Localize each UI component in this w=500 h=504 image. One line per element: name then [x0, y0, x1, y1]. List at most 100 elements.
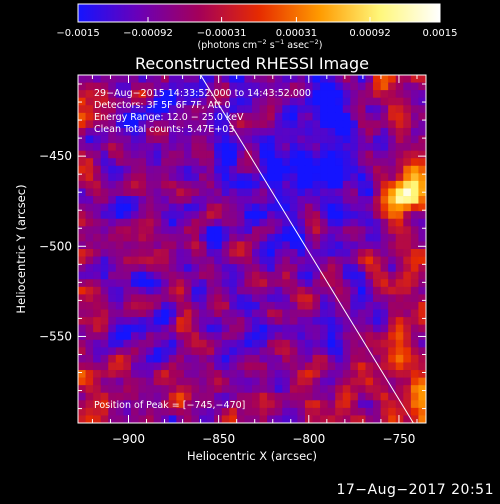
heatmap-cell [221, 301, 230, 310]
heatmap-cell [176, 135, 185, 144]
heatmap-cell [153, 127, 162, 136]
heatmap-cell [221, 180, 230, 189]
heatmap-cell [78, 196, 86, 204]
heatmap-cell [320, 400, 328, 409]
heatmap-cell [395, 203, 404, 212]
heatmap-cell [373, 143, 381, 151]
heatmap-cell [320, 173, 328, 182]
heatmap-cell [297, 211, 306, 220]
heatmap-cell [138, 256, 147, 265]
heatmap-cell [252, 256, 260, 265]
heatmap-cell [108, 226, 117, 235]
heatmap-cell [123, 173, 132, 182]
heatmap-cell [380, 354, 389, 363]
heatmap-cell [410, 385, 419, 394]
heatmap-cell [274, 392, 283, 401]
heatmap-cell [365, 150, 374, 159]
heatmap-cell [304, 203, 313, 212]
heatmap-cell [183, 112, 192, 121]
heatmap-cell [380, 211, 389, 220]
heatmap-cell [297, 294, 306, 303]
heatmap-cell [176, 332, 185, 341]
heatmap-cell [312, 294, 321, 303]
heatmap-cell [236, 218, 245, 227]
heatmap-cell [115, 135, 124, 144]
heatmap-cell [365, 120, 374, 129]
heatmap-cell [78, 173, 86, 182]
heatmap-cell [153, 218, 162, 227]
heatmap-cell [304, 264, 313, 272]
heatmap-cell [138, 264, 147, 272]
heatmap-cell [115, 264, 124, 272]
heatmap-cell [176, 82, 185, 91]
heatmap-cell [267, 286, 275, 295]
heatmap-cell [395, 112, 404, 121]
heatmap-cell [365, 362, 374, 371]
heatmap-cell [244, 347, 253, 356]
heatmap-cell [108, 294, 117, 303]
heatmap-cell [252, 317, 260, 325]
heatmap-cell [85, 362, 94, 371]
y-tick-label: −550 [39, 329, 72, 343]
heatmap-cell [214, 226, 223, 235]
heatmap-cell [403, 143, 412, 151]
heatmap-cell [176, 97, 185, 106]
heatmap-cell [335, 203, 344, 212]
heatmap-cell [199, 256, 207, 265]
y-axis-label: Heliocentric Y (arcsec) [14, 184, 28, 313]
heatmap-cell [380, 339, 389, 348]
heatmap-cell [146, 211, 154, 220]
heatmap-cell [244, 249, 253, 257]
heatmap-cell [123, 105, 132, 114]
heatmap-cell [282, 370, 291, 378]
heatmap-cell [130, 279, 139, 288]
heatmap-cell [365, 377, 374, 386]
heatmap-cell [312, 135, 321, 144]
heatmap-cell [327, 112, 336, 121]
heatmap-cell [214, 233, 223, 242]
heatmap-cell [130, 226, 139, 235]
heatmap-cell [199, 385, 207, 394]
heatmap-cell [304, 347, 313, 356]
heatmap-cell [373, 264, 381, 272]
heatmap-cell [312, 75, 321, 83]
heatmap-cell [327, 75, 336, 83]
heatmap-cell [146, 317, 154, 325]
heatmap-cell [115, 400, 124, 409]
heatmap-cell [252, 400, 260, 409]
heatmap-cell [335, 370, 344, 378]
heatmap-cell [388, 317, 397, 325]
heatmap-cell [206, 180, 215, 189]
heatmap-cell [138, 233, 147, 242]
heatmap-cell [115, 165, 124, 174]
heatmap-cell [304, 120, 313, 129]
heatmap-cell [115, 347, 124, 356]
heatmap-cell [85, 158, 94, 167]
heatmap-cell [373, 392, 381, 401]
heatmap-cell [153, 196, 162, 204]
heatmap-cell [418, 392, 426, 401]
heatmap-cell [153, 188, 162, 197]
heatmap-cell [221, 392, 230, 401]
heatmap-cell [373, 105, 381, 114]
heatmap-cell [418, 105, 426, 114]
heatmap-cell [357, 324, 366, 333]
heatmap-cell [206, 120, 215, 129]
heatmap-cell [146, 362, 154, 371]
heatmap-cell [183, 354, 192, 363]
heatmap-cell [357, 377, 366, 386]
heatmap-cell [350, 173, 359, 182]
heatmap-cell [199, 407, 207, 416]
heatmap-cell [335, 112, 344, 121]
heatmap-cell [130, 90, 139, 98]
heatmap-cell [289, 97, 298, 106]
heatmap-cell [244, 241, 253, 250]
heatmap-cell [274, 400, 283, 409]
heatmap-cell [138, 377, 147, 386]
heatmap-cell [304, 211, 313, 220]
heatmap-cell [388, 264, 397, 272]
heatmap-cell [304, 226, 313, 235]
heatmap-cell [100, 332, 109, 341]
heatmap-cell [410, 249, 419, 257]
heatmap-cell [282, 286, 291, 295]
